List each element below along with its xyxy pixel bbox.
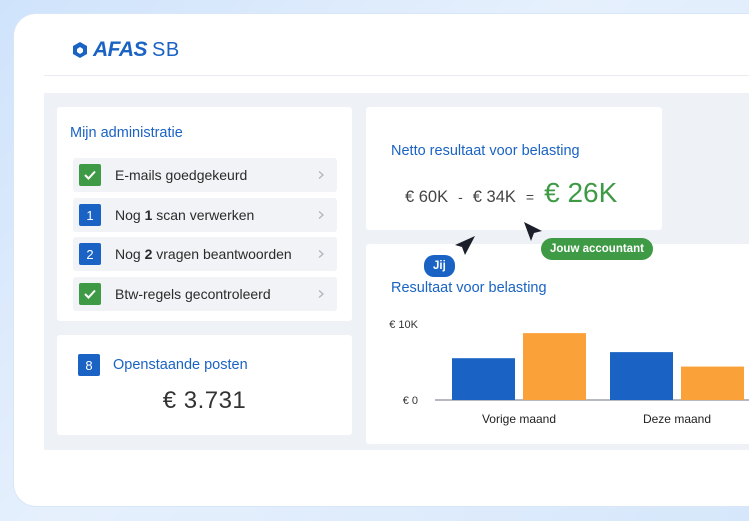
cursor-you-icon	[455, 236, 475, 255]
income-value: € 60K	[405, 188, 449, 206]
task-label: E-mails goedgekeurd	[115, 167, 248, 183]
logo-suffix: SB	[152, 38, 180, 61]
open-items-card[interactable]: 8 Openstaande posten € 3.731	[57, 335, 352, 435]
cursor-label-you: Jij	[424, 255, 455, 277]
cursor-label-accountant: Jouw accountant	[541, 238, 653, 260]
admin-card: Mijn administratie E-mails goedgekeurd 1…	[57, 107, 352, 321]
open-items-count-badge: 8	[78, 354, 100, 376]
chevron-right-icon	[318, 250, 324, 258]
task-item-emails[interactable]: E-mails goedgekeurd	[73, 158, 337, 192]
count-badge: 1	[79, 204, 101, 226]
result-chart-card: Resultaat voor belasting € 10K € 0 Vorige …	[366, 244, 749, 444]
logo-text: AFAS	[93, 38, 148, 61]
check-icon	[79, 164, 101, 186]
chart-bar	[610, 352, 673, 400]
task-label: Nog 2 vragen beantwoorden	[115, 246, 292, 262]
chevron-right-icon	[318, 211, 324, 219]
afas-logo[interactable]: AFAS SB	[72, 38, 180, 62]
netto-result-card: Netto resultaat voor belasting € 60K - €…	[366, 107, 662, 230]
result-value: € 26K	[544, 177, 618, 208]
minus-sign: -	[458, 189, 463, 205]
task-label: Btw-regels gecontroleerd	[115, 286, 271, 302]
afas-logo-icon	[73, 42, 87, 58]
netto-formula: € 60K - € 34K = € 26K	[405, 177, 617, 209]
netto-title: Netto resultaat voor belasting	[391, 143, 580, 159]
check-icon	[79, 283, 101, 305]
y-tick-label: € 10K	[389, 319, 418, 331]
task-label: Nog 1 scan verwerken	[115, 207, 255, 223]
task-item-scan[interactable]: 1 Nog 1 scan verwerken	[73, 198, 337, 232]
cursor-accountant-icon	[524, 222, 542, 241]
result-chart: € 10K € 0 Vorige maand Deze maand	[389, 319, 749, 426]
chart-bar	[523, 333, 586, 400]
y-tick-label: € 0	[403, 395, 418, 407]
chart-bar	[681, 366, 744, 400]
chart-bar	[452, 358, 515, 400]
task-item-vat[interactable]: Btw-regels gecontroleerd	[73, 277, 337, 311]
open-items-title: Openstaande posten	[113, 357, 248, 373]
equals-sign: =	[525, 189, 535, 205]
x-category-label: Deze maand	[643, 412, 711, 426]
admin-card-title: Mijn administratie	[70, 125, 183, 141]
header-divider	[44, 75, 749, 76]
chevron-right-icon	[318, 290, 324, 298]
chart-title: Resultaat voor belasting	[391, 280, 547, 296]
open-items-amount: € 3.731	[162, 387, 247, 414]
count-badge: 2	[79, 243, 101, 265]
chevron-right-icon	[318, 171, 324, 179]
task-item-questions[interactable]: 2 Nog 2 vragen beantwoorden	[73, 237, 337, 271]
x-category-label: Vorige maand	[482, 412, 556, 426]
costs-value: € 34K	[472, 188, 516, 206]
